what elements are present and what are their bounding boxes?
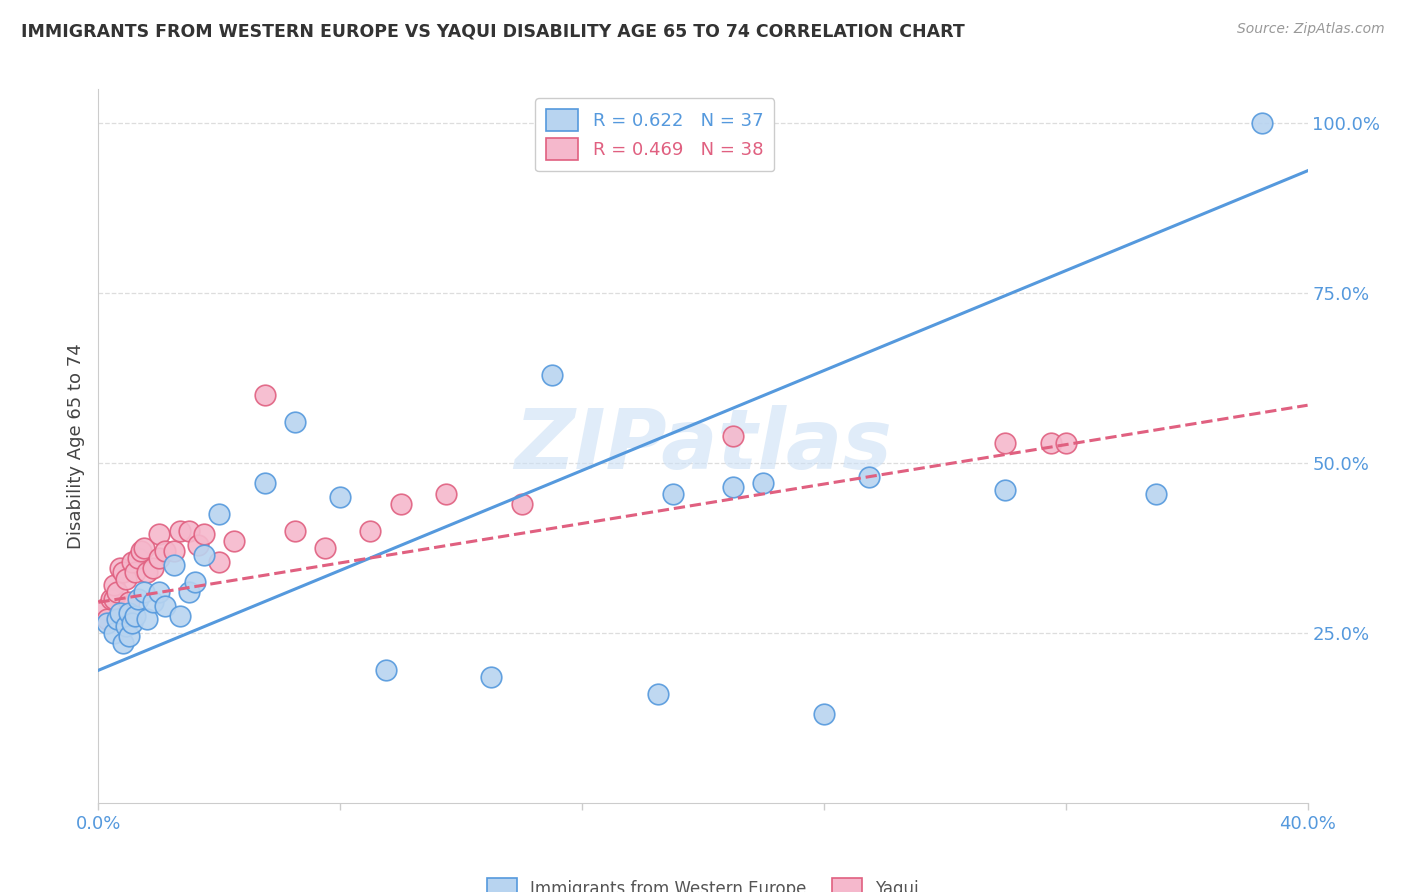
Point	[434, 486, 457, 500]
Point	[105, 612, 128, 626]
Point	[540, 368, 562, 382]
Point	[193, 527, 215, 541]
Point	[163, 544, 186, 558]
Point	[142, 561, 165, 575]
Point	[179, 585, 201, 599]
Text: ZIPatlas: ZIPatlas	[515, 406, 891, 486]
Point	[129, 544, 152, 558]
Point	[208, 507, 231, 521]
Point	[208, 555, 231, 569]
Point	[169, 524, 191, 538]
Point	[510, 497, 533, 511]
Point	[723, 480, 745, 494]
Point	[127, 551, 149, 566]
Point	[314, 541, 336, 555]
Point	[111, 565, 134, 579]
Text: IMMIGRANTS FROM WESTERN EUROPE VS YAQUI DISABILITY AGE 65 TO 74 CORRELATION CHAR: IMMIGRANTS FROM WESTERN EUROPE VS YAQUI …	[21, 22, 965, 40]
Point	[224, 534, 246, 549]
Point	[1251, 116, 1274, 130]
Point	[108, 561, 131, 575]
Point	[994, 483, 1017, 498]
Point	[127, 591, 149, 606]
Point	[723, 429, 745, 443]
Point	[813, 707, 835, 722]
Y-axis label: Disability Age 65 to 74: Disability Age 65 to 74	[66, 343, 84, 549]
Point	[118, 629, 141, 643]
Point	[124, 608, 146, 623]
Point	[187, 537, 209, 551]
Point	[284, 415, 307, 429]
Point	[179, 524, 201, 538]
Point	[389, 497, 412, 511]
Text: Source: ZipAtlas.com: Source: ZipAtlas.com	[1237, 22, 1385, 37]
Point	[142, 595, 165, 609]
Point	[184, 574, 207, 589]
Point	[103, 591, 125, 606]
Point	[93, 602, 115, 616]
Point	[124, 565, 146, 579]
Point	[1144, 486, 1167, 500]
Point	[121, 555, 143, 569]
Point	[121, 615, 143, 630]
Point	[135, 612, 157, 626]
Point	[148, 527, 170, 541]
Point	[153, 599, 176, 613]
Point	[118, 606, 141, 620]
Point	[118, 595, 141, 609]
Point	[135, 565, 157, 579]
Point	[103, 626, 125, 640]
Point	[253, 476, 276, 491]
Point	[1054, 435, 1077, 450]
Point	[148, 585, 170, 599]
Point	[284, 524, 307, 538]
Point	[153, 544, 176, 558]
Point	[169, 608, 191, 623]
Point	[1039, 435, 1062, 450]
Point	[114, 572, 136, 586]
Point	[858, 469, 880, 483]
Point	[329, 490, 352, 504]
Point	[100, 591, 122, 606]
Point	[96, 615, 118, 630]
Point	[148, 551, 170, 566]
Point	[253, 388, 276, 402]
Point	[360, 524, 382, 538]
Point	[662, 486, 685, 500]
Point	[163, 558, 186, 572]
Point	[105, 585, 128, 599]
Legend: Immigrants from Western Europe, Yaqui: Immigrants from Western Europe, Yaqui	[481, 871, 925, 892]
Point	[132, 541, 155, 555]
Point	[103, 578, 125, 592]
Point	[374, 663, 396, 677]
Point	[111, 636, 134, 650]
Point	[994, 435, 1017, 450]
Point	[752, 476, 775, 491]
Point	[132, 585, 155, 599]
Point	[647, 687, 669, 701]
Point	[108, 606, 131, 620]
Point	[481, 670, 503, 684]
Point	[96, 612, 118, 626]
Point	[193, 548, 215, 562]
Point	[114, 619, 136, 633]
